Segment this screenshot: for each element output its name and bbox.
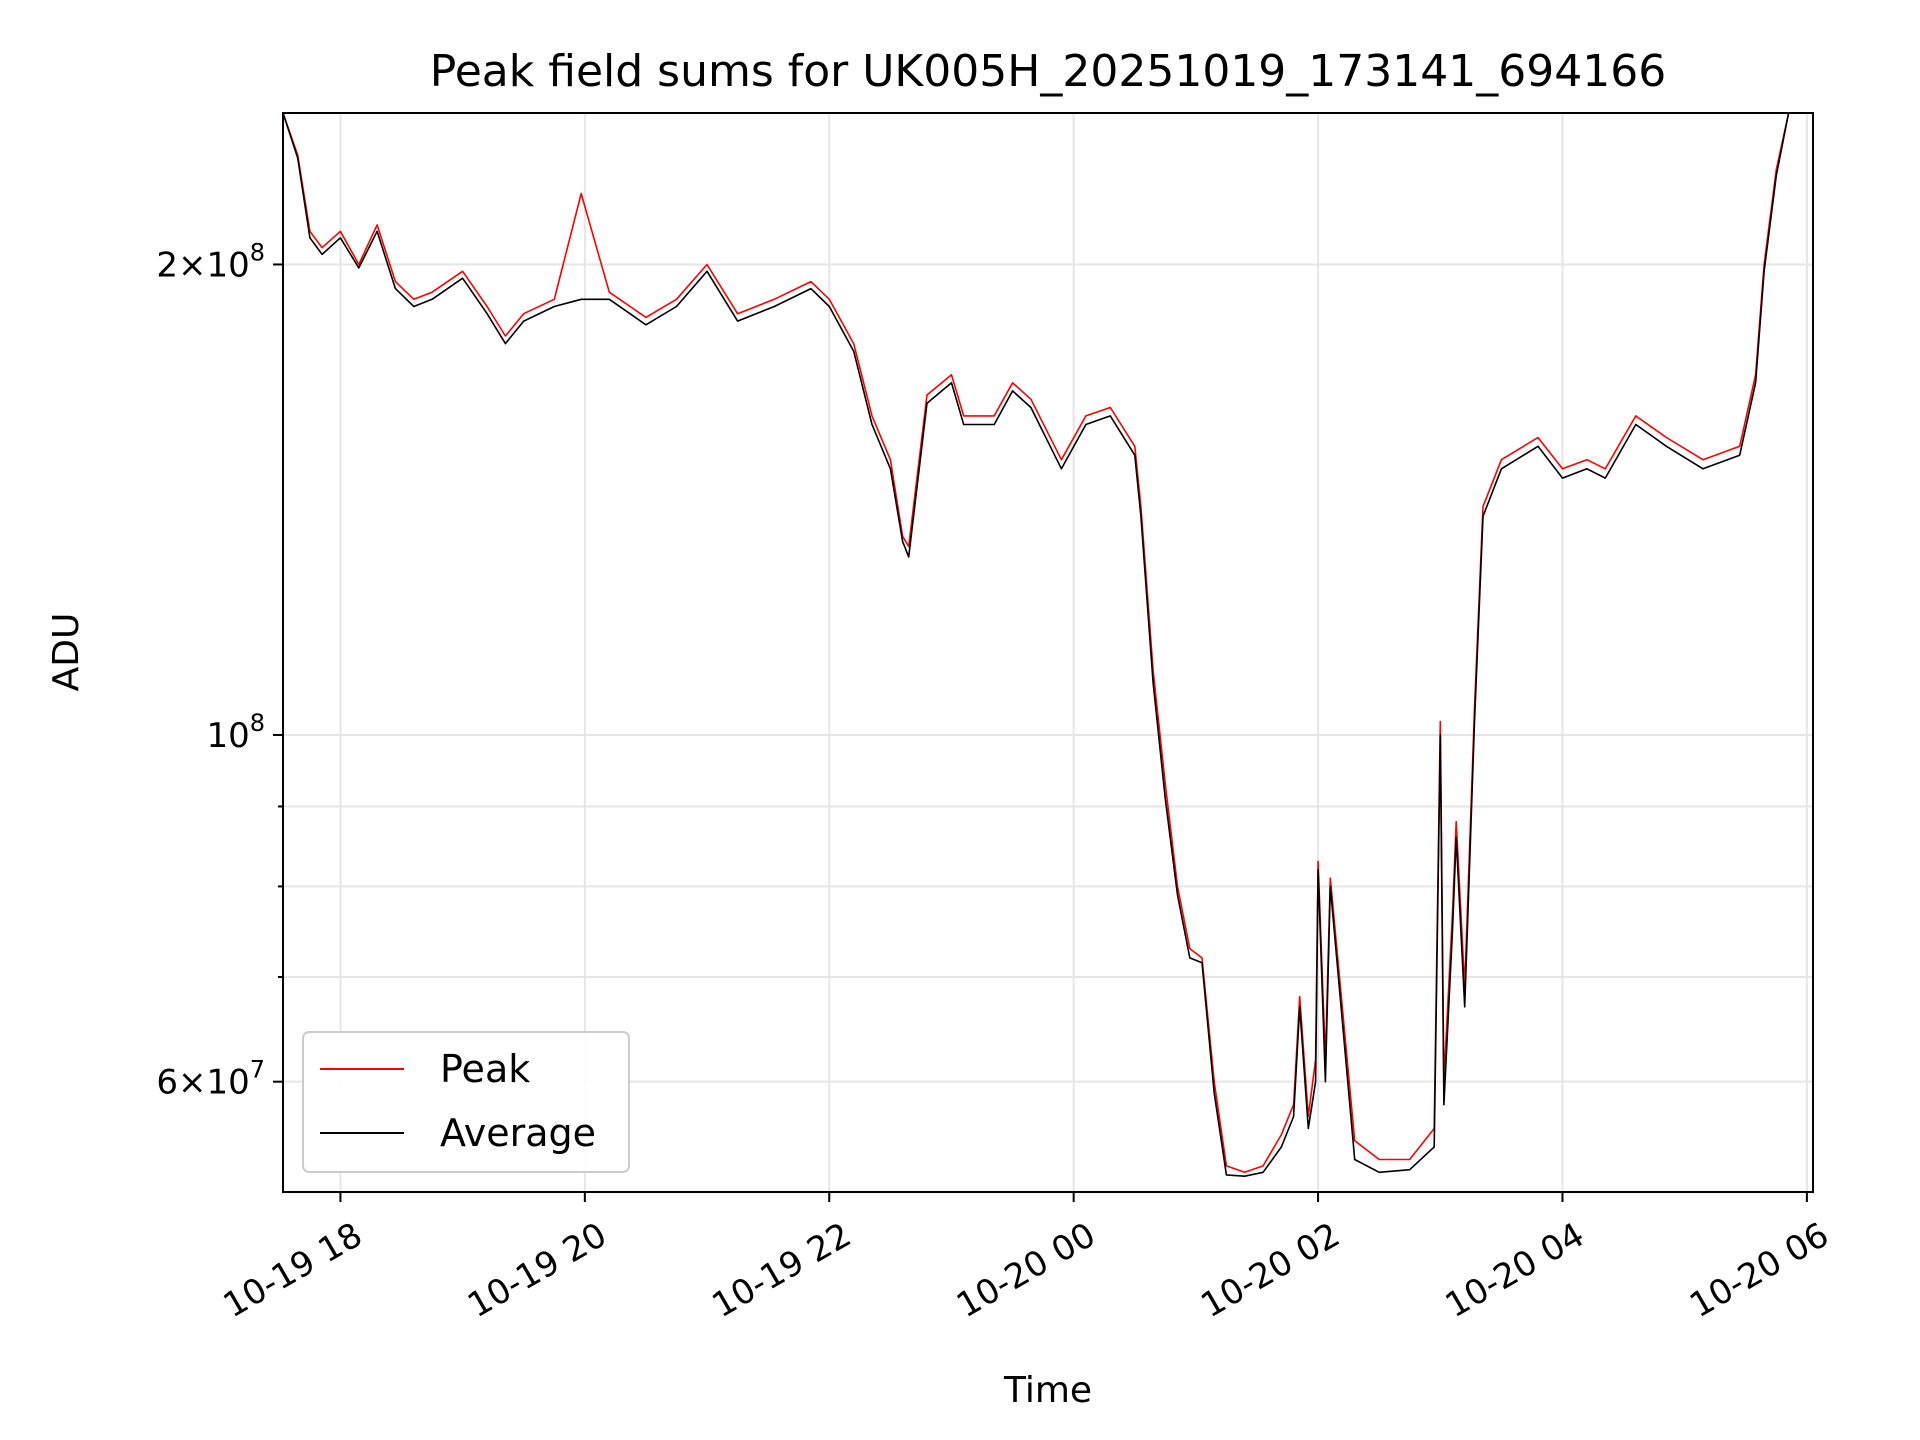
y-tick-exponent: 8 xyxy=(250,238,265,266)
y-tick-ten: 10 xyxy=(206,716,249,756)
y-tick-times: × xyxy=(178,1063,207,1103)
y-tick-exponent: 7 xyxy=(250,1056,265,1084)
plot-frame xyxy=(282,112,1814,1193)
y-tick-base: 2 xyxy=(156,245,178,285)
y-tick-label: 6×107 xyxy=(156,1056,265,1103)
series-peak-line xyxy=(283,113,1813,1174)
y-tick-base: 6 xyxy=(156,1063,178,1103)
series-average-line xyxy=(283,113,1813,1177)
legend-peak-label: Peak xyxy=(440,1047,530,1091)
grid xyxy=(283,113,1813,1192)
legend: Peak Average xyxy=(302,1031,630,1173)
x-axis-label: Time xyxy=(1003,1370,1092,1411)
chart-title: Peak field sums for UK005H_20251019_1731… xyxy=(430,46,1666,97)
y-tick-exponent: 8 xyxy=(250,709,265,737)
legend-box xyxy=(302,1031,630,1173)
y-tick-label: 2×108 xyxy=(156,238,265,285)
y-tick-times: × xyxy=(178,245,207,285)
y-tick-ten: 10 xyxy=(206,1063,249,1103)
legend-average-label: Average xyxy=(440,1111,596,1155)
y-axis-label: ADU xyxy=(46,613,87,692)
y-tick-label: 108 xyxy=(206,709,265,756)
series-layer xyxy=(283,113,1813,1177)
y-tick-ten: 10 xyxy=(206,245,249,285)
